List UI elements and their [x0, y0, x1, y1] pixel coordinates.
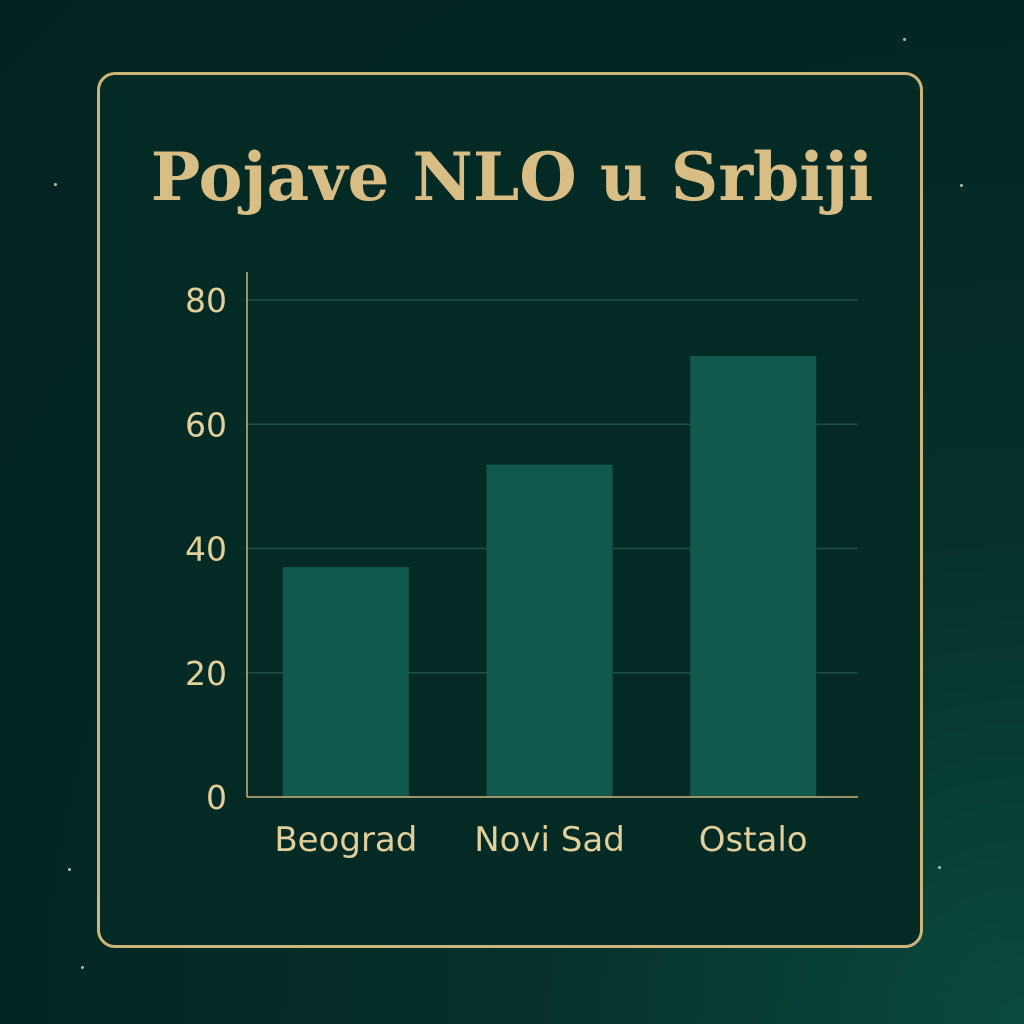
y-tick-label: 60	[185, 405, 227, 444]
bar-novi-sad	[486, 464, 613, 797]
star	[68, 868, 71, 871]
bars	[282, 355, 817, 797]
chart-title: Pojave NLO u Srbiji	[150, 138, 874, 216]
x-category-label: Beograd	[274, 820, 417, 860]
x-category-label: Novi Sad	[474, 820, 625, 860]
bar-ostalo	[690, 355, 817, 797]
x-category-labels: Beograd Novi Sad Ostalo	[274, 820, 807, 860]
star	[960, 184, 963, 187]
y-tick-label: 80	[185, 281, 227, 320]
y-tick-label: 40	[185, 530, 227, 569]
star	[81, 966, 84, 969]
axes	[246, 272, 858, 798]
y-tick-label: 20	[185, 654, 227, 693]
x-category-label: Ostalo	[699, 820, 808, 860]
bar-beograd	[282, 567, 409, 797]
star	[938, 866, 941, 869]
y-tick-label: 0	[206, 778, 227, 817]
star	[903, 38, 906, 41]
star	[54, 183, 57, 186]
y-tick-labels: 0 20 40 60 80	[185, 281, 227, 817]
